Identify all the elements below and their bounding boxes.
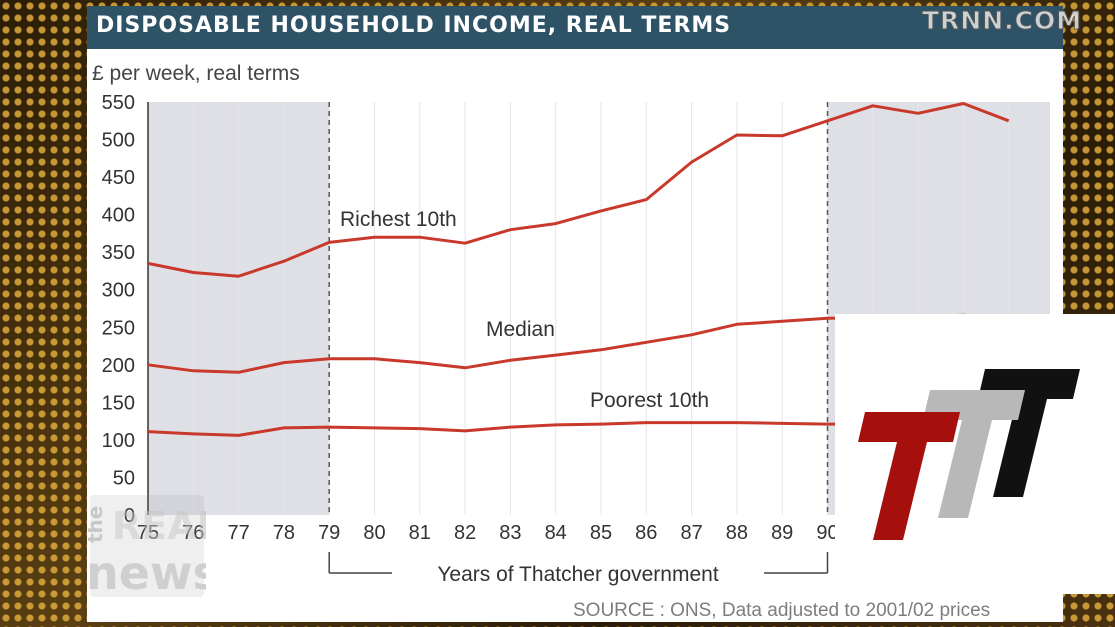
y-tick-label-500: 500 (102, 130, 135, 152)
real-news-logo: the REAL news (88, 495, 206, 599)
x-tick-label-89: 89 (771, 522, 793, 544)
svg-text:the: the (88, 506, 107, 543)
y-axis-ticks: 0 50 100 150 200 250 300 350 400 450 500 550 (102, 92, 135, 527)
annotation-bracket: Years of Thatcher government (328, 552, 829, 586)
svg-text:news: news (88, 546, 206, 599)
logo-t-red (858, 412, 960, 540)
y-tick-label-150: 150 (102, 392, 135, 414)
x-axis-ticks: 75 76 77 78 79 80 81 82 83 84 85 86 87 88 89 90 (137, 522, 839, 544)
x-tick-label-87: 87 (680, 522, 702, 544)
series-label-median: Median (486, 318, 555, 341)
source-note: SOURCE : ONS, Data adjusted to 2001/02 p… (573, 600, 991, 621)
annotation-label: Years of Thatcher government (437, 563, 719, 586)
trn-logo-overlay (835, 314, 1115, 594)
x-tick-label-81: 81 (409, 522, 431, 544)
series-label-poorest-10th: Poorest 10th (590, 389, 709, 412)
x-tick-label-79: 79 (318, 522, 340, 544)
y-tick-label-250: 250 (102, 317, 135, 339)
x-tick-label-86: 86 (635, 522, 657, 544)
y-tick-label-0: 0 (124, 505, 135, 527)
y-tick-label-450: 450 (102, 167, 135, 189)
x-tick-label-83: 83 (499, 522, 521, 544)
x-tick-label-82: 82 (454, 522, 476, 544)
trnn-watermark: TRNN.COM (921, 6, 1083, 36)
x-tick-label-75: 75 (137, 522, 159, 544)
svg-text:REAL: REAL (112, 504, 206, 548)
y-tick-label-100: 100 (102, 430, 135, 452)
gridlines (147, 102, 1010, 515)
x-tick-label-77: 77 (227, 522, 249, 544)
logo-t-gray (923, 390, 1025, 518)
x-tick-label-76: 76 (182, 522, 204, 544)
y-tick-label-400: 400 (102, 205, 135, 227)
x-tick-label-85: 85 (590, 522, 612, 544)
series-line-richest-10th (147, 102, 1010, 278)
ttt-logo-icon (858, 369, 1080, 540)
series-labels: Richest 10th Median Poorest 10th (340, 208, 709, 412)
y-tick-label-50: 50 (113, 467, 135, 489)
y-tick-label-300: 300 (102, 280, 135, 302)
x-tick-label-80: 80 (363, 522, 385, 544)
y-tick-label-550: 550 (102, 92, 135, 114)
x-tick-label-88: 88 (726, 522, 748, 544)
y-tick-label-350: 350 (102, 242, 135, 264)
x-tick-label-90: 90 (816, 522, 838, 544)
x-tick-label-84: 84 (545, 522, 567, 544)
y-axis-unit-label: £ per week, real terms (92, 62, 300, 85)
y-tick-label-200: 200 (102, 355, 135, 377)
title-bar (87, 6, 1063, 49)
series-label-richest-10th: Richest 10th (340, 208, 457, 231)
x-tick-label-78: 78 (273, 522, 295, 544)
logo-t-black (978, 369, 1080, 497)
chart-title: DISPOSABLE HOUSEHOLD INCOME, REAL TERMS (96, 13, 732, 38)
